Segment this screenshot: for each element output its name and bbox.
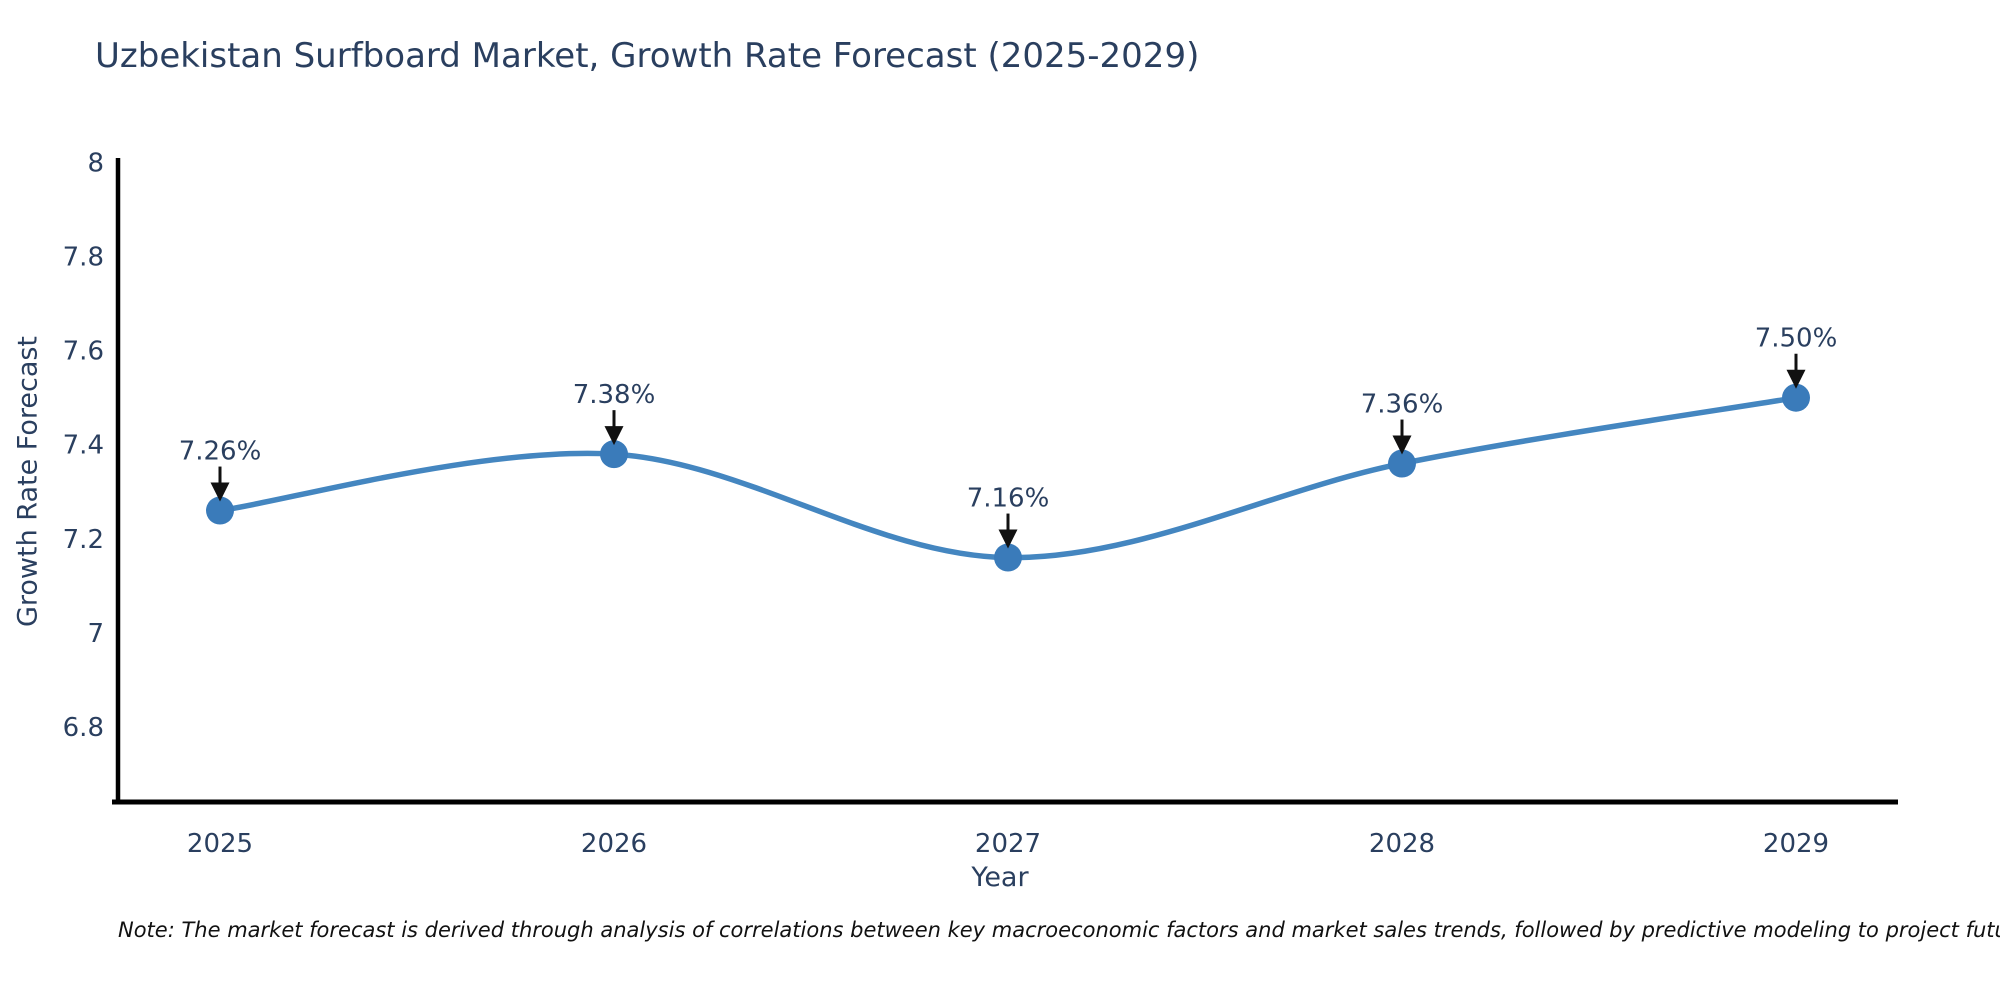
x-tick-label: 2029 bbox=[1763, 829, 1829, 859]
x-axis-title: Year bbox=[971, 862, 1029, 893]
point-annotation-label: 7.50% bbox=[1755, 324, 1838, 354]
annotation-arrow-head bbox=[1786, 369, 1806, 389]
point-annotation-label: 7.38% bbox=[573, 380, 656, 410]
annotation-arrow-head bbox=[998, 529, 1018, 549]
data-point-2025[interactable] bbox=[206, 496, 234, 525]
x-tick-label: 2028 bbox=[1369, 829, 1435, 859]
annotation-arrow-head bbox=[1392, 435, 1412, 455]
y-tick-label: 6.8 bbox=[63, 713, 104, 743]
data-point-2028[interactable] bbox=[1388, 449, 1416, 478]
point-annotation-label: 7.16% bbox=[967, 484, 1050, 514]
annotation-arrow-head bbox=[604, 426, 624, 446]
x-tick-label: 2026 bbox=[581, 829, 647, 859]
data-point-2029[interactable] bbox=[1782, 383, 1810, 412]
footnote: Note: The market forecast is derived thr… bbox=[118, 918, 2000, 942]
y-axis-title: Growth Rate Forecast bbox=[12, 335, 44, 628]
y-tick-label: 8 bbox=[87, 149, 104, 179]
y-tick-label: 7 bbox=[87, 619, 104, 649]
annotation-arrow-head bbox=[210, 482, 230, 502]
point-annotation-label: 7.26% bbox=[179, 437, 262, 467]
point-annotation-label: 7.36% bbox=[1361, 390, 1444, 420]
chart-title: Uzbekistan Surfboard Market, Growth Rate… bbox=[95, 36, 1200, 76]
y-tick-label: 7.4 bbox=[63, 431, 104, 461]
data-point-2026[interactable] bbox=[600, 440, 628, 469]
y-tick-label: 7.6 bbox=[63, 337, 104, 367]
x-tick-label: 2027 bbox=[975, 829, 1041, 859]
x-tick-label: 2025 bbox=[187, 829, 253, 859]
y-tick-label: 7.8 bbox=[63, 243, 104, 273]
data-point-2027[interactable] bbox=[994, 543, 1022, 572]
y-tick-label: 7.2 bbox=[63, 525, 104, 555]
